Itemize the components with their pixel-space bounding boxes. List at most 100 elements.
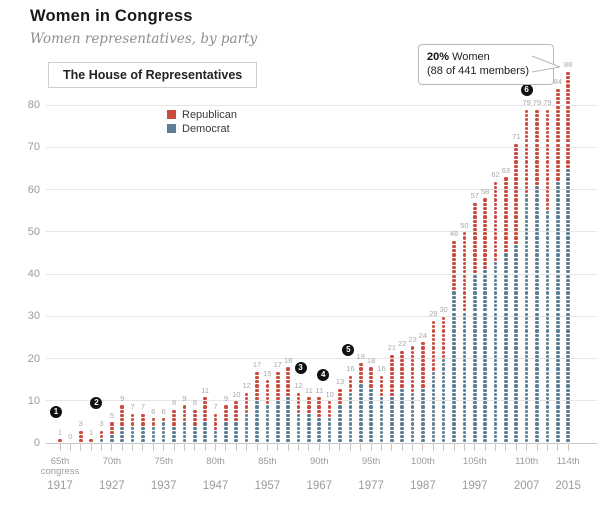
dot xyxy=(275,422,280,426)
dot xyxy=(255,388,259,392)
dot xyxy=(379,380,384,384)
dot xyxy=(514,168,519,173)
dot xyxy=(452,261,456,265)
dot xyxy=(524,126,529,130)
dot xyxy=(452,244,456,249)
dot xyxy=(504,257,508,261)
dot xyxy=(566,367,570,371)
dot xyxy=(400,397,404,401)
dot xyxy=(358,388,363,392)
dot xyxy=(493,316,498,320)
y-axis-label: 20 xyxy=(27,352,40,365)
dot xyxy=(524,240,529,244)
dot xyxy=(473,304,477,308)
dot xyxy=(441,380,446,384)
dot xyxy=(338,426,342,430)
dot xyxy=(431,342,436,346)
dot xyxy=(255,384,259,388)
dot xyxy=(255,397,259,401)
dot xyxy=(213,435,218,439)
dot xyxy=(545,198,550,202)
dot xyxy=(535,329,539,333)
y-axis-label: 50 xyxy=(27,225,40,238)
dot xyxy=(213,418,218,422)
dot xyxy=(504,371,508,375)
dot xyxy=(462,426,467,430)
dot xyxy=(358,392,363,396)
dot xyxy=(441,435,446,439)
dot xyxy=(545,228,550,232)
dot xyxy=(535,168,539,173)
dot xyxy=(244,397,249,401)
dot xyxy=(120,435,124,439)
dot xyxy=(555,156,560,160)
dot xyxy=(566,105,570,109)
dot xyxy=(369,422,373,426)
dot xyxy=(400,363,404,367)
y-axis-label: 30 xyxy=(27,310,40,323)
congress-sublabel: congress xyxy=(40,466,80,477)
dot xyxy=(473,219,477,223)
dot xyxy=(452,413,456,418)
dot xyxy=(535,118,539,122)
dot xyxy=(452,278,456,282)
dot xyxy=(566,160,570,164)
value-label: 48 xyxy=(449,229,459,239)
dot xyxy=(535,160,539,164)
dot xyxy=(358,397,363,401)
dot xyxy=(545,422,550,426)
dot xyxy=(555,223,560,227)
dot xyxy=(358,384,363,388)
dot xyxy=(524,312,529,316)
dot xyxy=(441,337,446,342)
dot xyxy=(193,439,197,443)
dot xyxy=(504,266,508,270)
dot xyxy=(379,422,384,426)
dot xyxy=(410,409,415,413)
dot xyxy=(566,228,570,232)
dot xyxy=(535,426,539,430)
dot xyxy=(431,325,436,329)
dot xyxy=(493,325,498,329)
dot xyxy=(566,202,570,206)
dot xyxy=(493,278,498,282)
dot xyxy=(255,422,259,426)
dot xyxy=(566,236,570,240)
dot xyxy=(514,190,519,194)
dot xyxy=(514,418,519,422)
dot xyxy=(524,413,529,418)
dot xyxy=(348,388,353,392)
dot xyxy=(193,418,197,422)
dot xyxy=(296,430,301,434)
dot xyxy=(514,359,519,363)
dot xyxy=(452,435,456,439)
dot xyxy=(473,405,477,409)
dot xyxy=(514,299,519,304)
dot xyxy=(473,422,477,426)
dot xyxy=(566,430,570,434)
dot xyxy=(524,409,529,413)
dot xyxy=(421,418,425,422)
dot xyxy=(524,228,529,232)
dot xyxy=(545,342,550,346)
dot xyxy=(379,388,384,392)
dot xyxy=(545,143,550,147)
dot xyxy=(535,278,539,282)
dot xyxy=(483,202,487,206)
dot xyxy=(286,439,290,443)
dot xyxy=(462,359,467,363)
dot xyxy=(265,418,270,422)
dot xyxy=(483,206,487,211)
dot xyxy=(78,439,83,443)
dot xyxy=(483,325,487,329)
dot xyxy=(452,342,456,346)
dot xyxy=(390,388,394,392)
dot xyxy=(493,295,498,299)
dot xyxy=(390,363,394,367)
value-label: 1 xyxy=(89,427,94,437)
dot xyxy=(555,435,560,439)
dot xyxy=(410,375,415,380)
dot xyxy=(566,435,570,439)
dot xyxy=(535,202,539,206)
dot xyxy=(400,409,404,413)
